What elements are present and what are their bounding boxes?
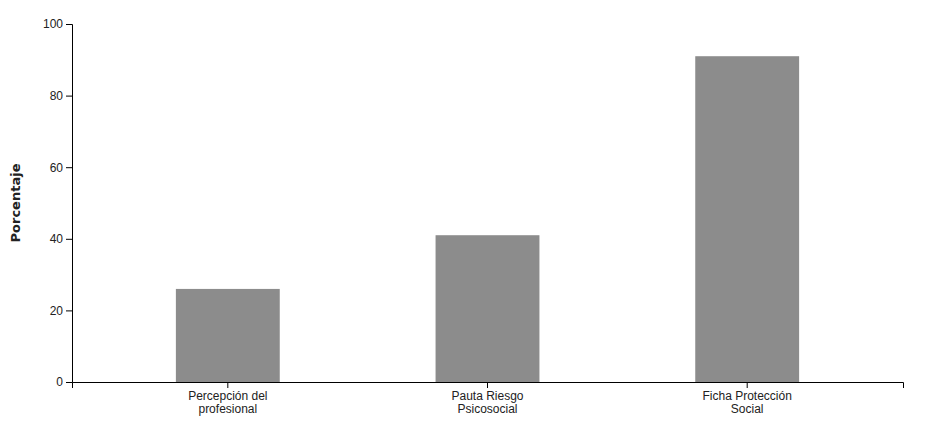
tick-mark [487,382,488,388]
axis-line [73,383,904,389]
tick-mark [66,310,72,311]
tick-mark [66,239,72,240]
bar [436,235,540,382]
tick: Pauta RiesgoPsicosocial [451,382,523,416]
tick-mark [747,382,748,388]
chart: Percepción delprofesional Pauta RiesgoPsi… [0,0,927,444]
tick-label: 0 [56,375,63,389]
tick-label: Percepción delprofesional [188,389,267,417]
tick: 20 [50,304,72,318]
tick-label: 80 [50,89,64,103]
tick: 80 [50,89,72,103]
axis-line [66,25,73,383]
tick: 0 [56,375,72,389]
plot: Percepción delprofesional Pauta RiesgoPsi… [43,17,904,416]
tick-label: Pauta RiesgoPsicosocial [451,389,523,417]
tick: Percepción delprofesional [188,382,267,416]
bars [176,56,799,382]
tick: 40 [50,232,72,246]
y-axis-title: Porcentaje [8,163,23,242]
bar [176,289,280,382]
tick-mark [227,382,228,388]
tick: 100 [43,17,72,31]
tick-label: 60 [50,161,64,175]
tick: Ficha ProtecciónSocial [703,382,792,416]
bar [695,56,799,382]
tick-label: Ficha ProtecciónSocial [703,389,792,417]
y-axis: 0 20 40 60 80 100 [43,17,73,389]
tick-label: 20 [50,304,64,318]
tick-label: 40 [50,232,64,246]
tick-mark [66,382,72,383]
tick-mark [66,24,72,25]
tick-mark [66,167,72,168]
tick-label: 100 [43,17,63,31]
x-axis: Percepción delprofesional Pauta RiesgoPsi… [73,382,904,416]
tick-mark [66,96,72,97]
tick: 60 [50,161,72,175]
